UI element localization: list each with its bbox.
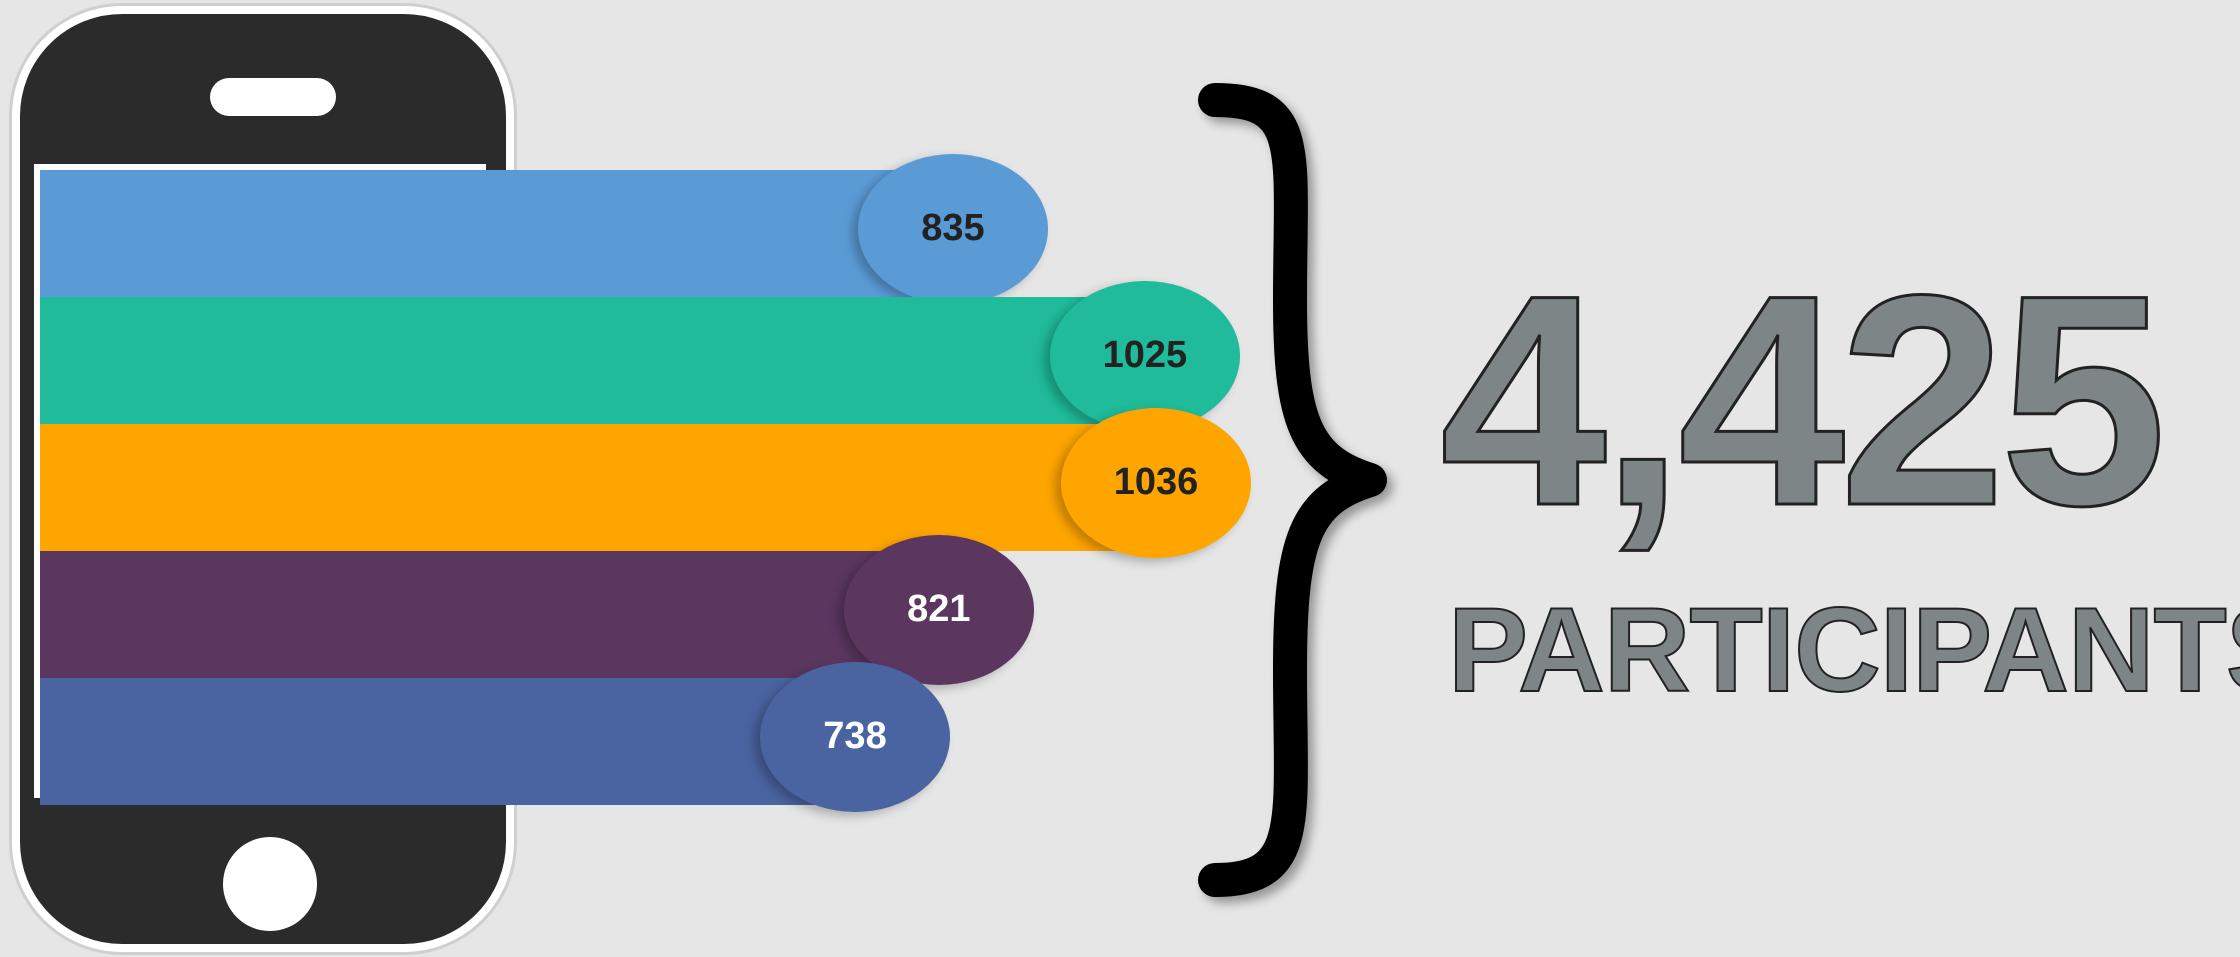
phone-speaker [210,78,336,116]
category-label: SOCRATIC QUESTIONING, OPEN BOOK & TAKE H… [40,678,480,792]
phone-home-button [223,837,317,931]
category-label: ANNOTATION TOOLS IN MICROSOFT OFFICE & A… [40,424,480,551]
category-label: ANNOTATION TOOLS FOR VIDEO [40,551,480,678]
value-bubble: 821 [843,534,1034,685]
category-label: ANNOTATION TOOLS IN GOOGLE CLASSROOM [40,297,480,424]
value-bubble: 738 [760,661,950,812]
category-label: ANNOTATION TOOLS IN MICROSOFT TEAMS [40,170,480,297]
value-bubble: 835 [857,153,1048,304]
total-participants-value: 4,425 [1439,232,2169,568]
curly-brace-icon [1198,83,1387,897]
phone-screen: ANNOTATION TOOLS IN MICROSOFT TEAMS ANNOT… [34,164,486,798]
total-participants-label: PARTICIPANTS [1447,583,2240,717]
